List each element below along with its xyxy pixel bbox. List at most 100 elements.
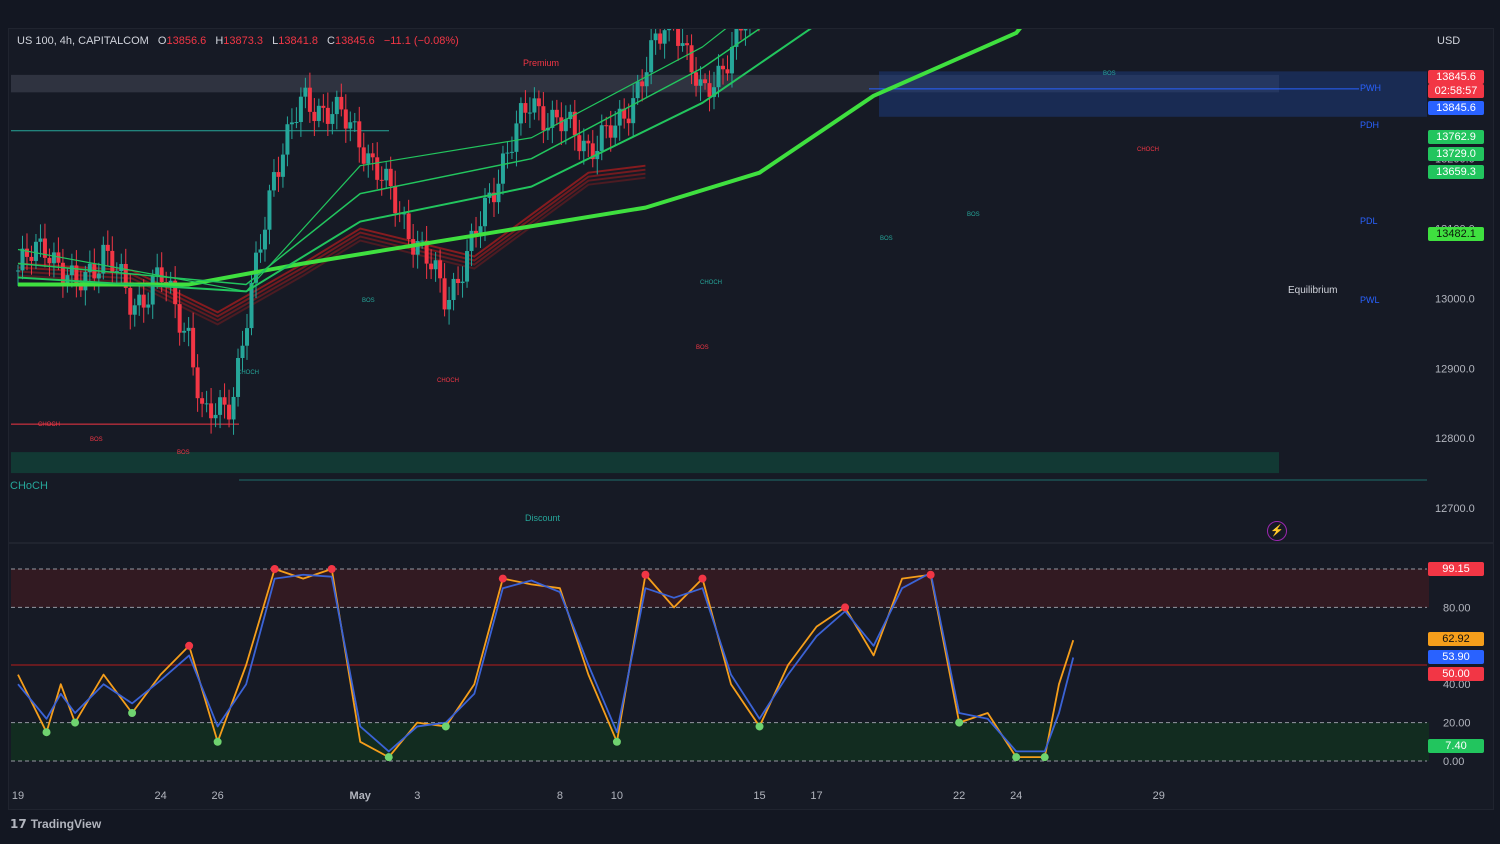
candle-body xyxy=(527,112,532,114)
candle xyxy=(16,264,20,286)
stoch-cross-marker xyxy=(841,603,850,612)
currency-label[interactable]: USD xyxy=(1437,35,1461,47)
candle-body xyxy=(613,125,618,138)
candle xyxy=(280,143,285,188)
candle xyxy=(227,389,232,428)
candle-body xyxy=(105,244,110,251)
candle xyxy=(577,119,582,160)
candle xyxy=(316,98,321,128)
candle xyxy=(491,177,496,217)
candle xyxy=(191,312,196,376)
candle xyxy=(294,107,299,129)
symbol-legend: US 100, 4h, CAPITALCOM O13856.6 H13873.3… xyxy=(17,35,459,47)
candle xyxy=(375,142,380,189)
stoch-cross-marker xyxy=(185,641,194,650)
candle xyxy=(518,97,523,136)
stoch-cross-marker xyxy=(641,570,650,579)
low-value: 13841.8 xyxy=(278,35,318,47)
candle xyxy=(74,250,79,298)
candle-body xyxy=(253,252,258,283)
chart-frame[interactable]: 12700.012800.012900.013000.013100.013200… xyxy=(8,28,1494,810)
candle-body xyxy=(69,265,74,276)
candle xyxy=(262,216,267,262)
tradingview-branding[interactable]: 17 TradingView xyxy=(10,817,101,831)
stoch-k-tag: 62.92 xyxy=(1428,632,1484,646)
chart-canvas[interactable]: 12700.012800.012900.013000.013100.013200… xyxy=(9,29,1493,809)
candle-body xyxy=(307,87,312,112)
candle xyxy=(738,29,743,40)
candle-body xyxy=(316,105,321,122)
candle-body xyxy=(141,294,146,308)
candle xyxy=(673,29,675,31)
candle-body xyxy=(123,263,128,288)
symbol-name[interactable]: US 100, 4h, CAPITALCOM xyxy=(17,35,149,47)
candle xyxy=(285,116,290,167)
candle-body xyxy=(218,397,223,415)
candle xyxy=(590,130,595,168)
candle xyxy=(352,112,357,133)
time-axis-tick: 24 xyxy=(154,790,166,802)
candle xyxy=(456,266,461,296)
candle xyxy=(388,156,393,200)
bos-mark: BOS xyxy=(1103,71,1116,77)
candle xyxy=(424,225,429,279)
bos-mark: BOS xyxy=(967,212,980,218)
candle-body xyxy=(20,248,25,271)
candle-body xyxy=(222,397,227,405)
candle xyxy=(271,159,276,197)
candle xyxy=(527,97,532,128)
pdl-label: PDL xyxy=(1360,216,1378,226)
candle xyxy=(698,66,703,101)
candle xyxy=(47,248,52,277)
candle-body xyxy=(330,114,335,124)
candle xyxy=(195,354,200,412)
candle-body xyxy=(640,81,645,87)
stoch-cross-marker xyxy=(498,574,507,583)
bos-mark: BOS xyxy=(90,437,103,443)
candle-body xyxy=(303,87,308,97)
change-value: −11.1 (−0.08%) xyxy=(383,35,459,47)
candle xyxy=(87,250,92,283)
candle xyxy=(653,29,658,55)
candle xyxy=(716,54,721,98)
stoch-cross-marker xyxy=(955,718,964,727)
candle-body xyxy=(191,327,196,368)
candle xyxy=(465,239,470,288)
ema-line-ema-50 xyxy=(17,29,761,286)
choch-mark: CHOCH xyxy=(38,422,60,428)
candle-body xyxy=(298,96,303,123)
candle xyxy=(186,317,191,347)
stoch-d-tag: 53.90 xyxy=(1428,650,1484,664)
candle-body xyxy=(631,98,636,124)
ema-fast-tag: 13762.9 xyxy=(1428,130,1484,144)
candle-body xyxy=(33,241,38,261)
candle-body xyxy=(734,29,739,47)
candle-body xyxy=(56,252,61,263)
candle xyxy=(608,110,613,152)
candle-body xyxy=(568,111,573,120)
candle xyxy=(725,55,730,81)
candle xyxy=(289,108,294,140)
candle xyxy=(680,29,685,52)
candle xyxy=(105,230,110,266)
candle-body xyxy=(339,96,344,110)
stoch-axis-tick: 40.00 xyxy=(1443,679,1471,691)
candle xyxy=(541,91,546,144)
price-axis-tick: 12900.0 xyxy=(1435,363,1475,375)
candle-body xyxy=(685,43,690,46)
candle xyxy=(631,84,636,138)
candle xyxy=(42,223,47,268)
candle-body xyxy=(137,294,142,306)
candle-body xyxy=(420,240,425,242)
candle-body xyxy=(321,105,326,108)
time-axis-tick: 15 xyxy=(753,790,765,802)
candle xyxy=(60,248,65,298)
candle-body xyxy=(96,273,101,279)
lightning-icon[interactable]: ⚡ xyxy=(1267,521,1287,541)
candle xyxy=(536,90,541,121)
candle-body xyxy=(204,403,209,405)
candle-body xyxy=(626,118,631,124)
bos-mark: BOS xyxy=(177,450,190,456)
candle xyxy=(393,170,398,227)
candle-body xyxy=(16,270,20,272)
